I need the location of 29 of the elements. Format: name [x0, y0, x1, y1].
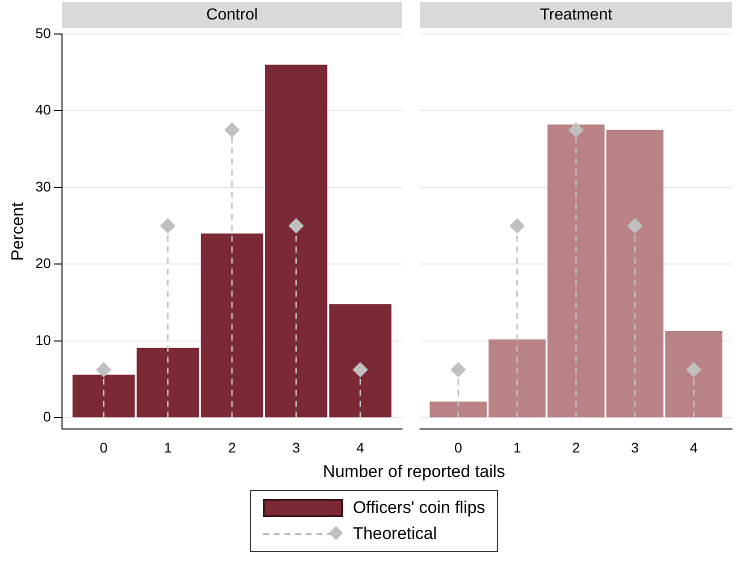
point [352, 362, 368, 378]
y-tick-label: 0 [43, 408, 52, 425]
x-tick-label: 2 [228, 439, 236, 456]
x-tick-label: 3 [630, 439, 639, 456]
x-axis-title: Number of reported tails [322, 462, 506, 482]
chart-title: Treatment [540, 6, 613, 24]
y-tick-label: 30 [35, 178, 52, 194]
y-tick-label: 40 [35, 102, 52, 118]
point [160, 218, 176, 234]
x-tick-label: 4 [690, 439, 698, 456]
x-tick-label: 0 [100, 439, 108, 456]
point [96, 362, 112, 378]
legend-label: Officers' coin flips [352, 498, 486, 518]
bar [547, 124, 605, 418]
y-tick-label: 50 [35, 24, 52, 41]
bar [200, 234, 264, 418]
x-tick-label: 1 [164, 439, 172, 456]
x-tick-label: 3 [292, 439, 300, 456]
point [288, 218, 304, 234]
y-tick-label: 10 [35, 332, 52, 348]
point [224, 122, 240, 138]
x-tick-label: 0 [454, 439, 462, 456]
legend-label: Theoretical [352, 524, 437, 544]
x-tick-label: 4 [356, 439, 364, 456]
y-axis-title: Percent [8, 202, 27, 261]
chart-title: Control [206, 6, 258, 24]
y-tick-label: 20 [35, 255, 52, 272]
x-tick-label: 1 [513, 439, 522, 456]
x-tick-label: 2 [572, 439, 580, 456]
